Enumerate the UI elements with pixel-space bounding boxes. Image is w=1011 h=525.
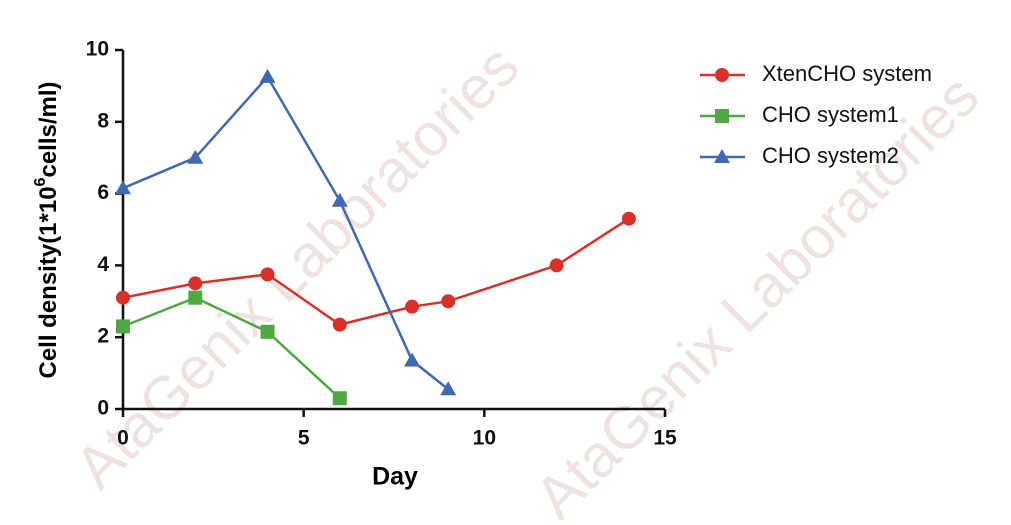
- marker: [260, 267, 275, 282]
- legend-marker: [715, 68, 729, 82]
- y-label-sup: 6: [32, 177, 49, 186]
- legend-label: CHO system2: [762, 143, 899, 168]
- y-tick-label: 8: [97, 109, 109, 132]
- y-tick-label: 2: [97, 325, 109, 348]
- watermark: AtaGenix Laboratories: [522, 62, 992, 520]
- x-tick-label: 0: [117, 427, 129, 450]
- marker: [259, 68, 276, 83]
- marker: [116, 290, 130, 305]
- marker: [332, 317, 347, 332]
- series-line: [122, 217, 630, 326]
- watermark: AtaGenix Laboratories: [62, 32, 532, 502]
- series-line: [122, 296, 341, 400]
- marker: [188, 290, 203, 305]
- y-tick-label: 4: [97, 253, 109, 276]
- legend-marker: [715, 109, 729, 123]
- marker: [405, 299, 420, 314]
- marker: [188, 276, 203, 291]
- y-tick-label: 6: [97, 181, 109, 204]
- marker: [440, 381, 457, 396]
- legend-label: XtenCHO system: [762, 61, 932, 86]
- marker: [331, 192, 348, 207]
- y-tick-label: 10: [86, 38, 109, 61]
- marker: [116, 319, 130, 334]
- marker: [441, 294, 456, 309]
- x-tick-label: 15: [653, 427, 677, 450]
- legend-marker: [714, 149, 730, 163]
- y-label-part: Cell density(1*10: [35, 186, 62, 378]
- x-axis-label: Day: [372, 463, 418, 491]
- marker: [187, 149, 204, 164]
- marker: [621, 211, 636, 226]
- x-tick-label: 5: [298, 427, 310, 450]
- marker: [115, 180, 131, 195]
- legend-label: CHO system1: [762, 102, 899, 127]
- marker: [404, 352, 421, 367]
- marker: [332, 391, 347, 406]
- y-tick-label: 0: [97, 397, 109, 420]
- marker: [549, 258, 564, 273]
- marker: [260, 324, 275, 339]
- y-label-part: cells/ml): [35, 81, 62, 177]
- x-tick-label: 10: [473, 427, 496, 450]
- y-axis-label: Cell density(1*106cells/ml): [32, 81, 62, 378]
